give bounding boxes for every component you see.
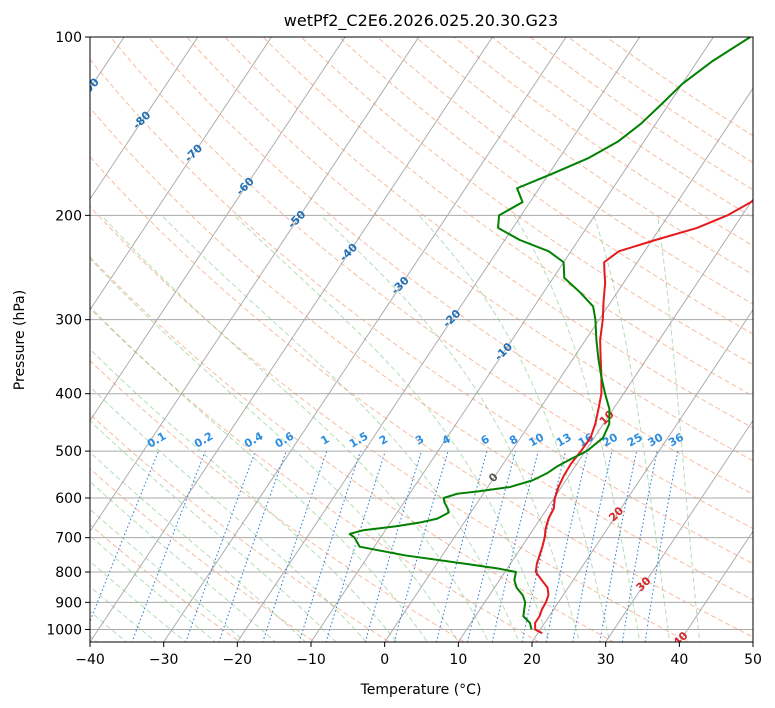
- x-tick-label: −30: [149, 652, 179, 668]
- y-tick-label: 400: [55, 387, 82, 403]
- isotherm-line: [236, 37, 641, 642]
- dry-adiabat: [300, 37, 753, 366]
- x-axis-label: Temperature (°C): [360, 682, 482, 698]
- moist-adiabat: [90, 610, 128, 642]
- x-tick-label: −10: [296, 652, 326, 668]
- isotherm-line: [678, 530, 753, 642]
- dry-adiabat: [90, 413, 391, 642]
- moist-adiabat: [90, 306, 429, 642]
- x-tick-label: 0: [380, 652, 389, 668]
- dry-adiabat: [90, 359, 466, 642]
- isotherm-line: [457, 198, 753, 642]
- moist-adiabat: [90, 420, 337, 642]
- moist-adiabat: [90, 451, 307, 642]
- isotherm-line: [90, 37, 420, 533]
- moist-adiabat: [513, 215, 641, 642]
- isotherm-line: [605, 419, 753, 642]
- isotherm-line: [384, 87, 753, 642]
- dry-adiabat: [90, 468, 316, 642]
- y-axis-label: Pressure (hPa): [12, 290, 28, 390]
- moist-adiabat: [90, 386, 367, 642]
- y-tick-label: 500: [55, 444, 82, 460]
- dry-adiabat: [186, 37, 753, 462]
- isotherm-line: [90, 37, 346, 422]
- moist-adiabat: [90, 585, 157, 642]
- moist-adiabat: [593, 215, 671, 642]
- isotherm-line: [90, 37, 272, 311]
- x-tick-label: 10: [449, 652, 467, 668]
- dry-adiabat: [90, 307, 540, 642]
- plot-frame: [89, 36, 754, 643]
- y-tick-label: 600: [55, 491, 82, 507]
- y-tick-label: 700: [55, 531, 82, 547]
- x-tick-label: −40: [75, 652, 105, 668]
- moist-adiabat: [90, 535, 217, 642]
- y-tick-label: 900: [55, 595, 82, 611]
- y-tick-label: 300: [55, 313, 82, 329]
- dry-adiabat: [90, 524, 241, 642]
- x-tick-label: 20: [523, 652, 541, 668]
- moist-adiabat: [161, 214, 520, 642]
- moist-adiabat: [90, 508, 246, 642]
- moist-adiabat: [418, 215, 611, 642]
- isotherms: [90, 37, 753, 642]
- moist-adiabats: [90, 214, 701, 642]
- dry-adiabats: [90, 37, 753, 642]
- moist-adiabat: [233, 214, 550, 642]
- isotherm-line: [531, 308, 753, 642]
- moist-adiabat: [90, 257, 459, 642]
- x-axis-ticks: −40 −30 −20 −10 0 10 20 30 40 50: [75, 642, 762, 668]
- dry-adiabat: [224, 37, 753, 429]
- moist-adiabat: [90, 480, 276, 642]
- y-tick-label: 1000: [46, 622, 82, 638]
- isotherm-line: [90, 37, 199, 200]
- pressure-gridlines: [90, 37, 753, 630]
- moist-adiabat: [90, 348, 398, 642]
- dry-adiabat: [262, 37, 753, 397]
- x-tick-label: 30: [597, 652, 615, 668]
- moist-adiabat: [320, 214, 581, 642]
- plot-area: -100-90-80-70-60-50-40-30-20-10010203040…: [90, 37, 753, 642]
- isotherm-line: [90, 37, 493, 642]
- y-tick-label: 200: [55, 208, 82, 224]
- isotherm-line: [310, 37, 714, 642]
- x-tick-label: −20: [223, 652, 253, 668]
- dry-adiabat: [90, 107, 753, 601]
- dry-adiabat: [90, 256, 615, 642]
- dewpoint-line: [348, 37, 751, 630]
- y-axis-ticks: 100 200 300 400 500 600 700 800 900 1000: [46, 30, 90, 638]
- profile-series: [348, 37, 753, 635]
- y-tick-label: 800: [55, 565, 82, 581]
- chart-title: wetPf2_C2E6.2026.025.20.30.G23: [284, 11, 558, 31]
- x-tick-label: 40: [670, 652, 688, 668]
- y-tick-label: 100: [55, 30, 82, 46]
- x-tick-label: 50: [744, 652, 762, 668]
- isotherm-line: [163, 37, 567, 642]
- temperature-line: [534, 199, 753, 635]
- moist-adiabat: [90, 560, 187, 642]
